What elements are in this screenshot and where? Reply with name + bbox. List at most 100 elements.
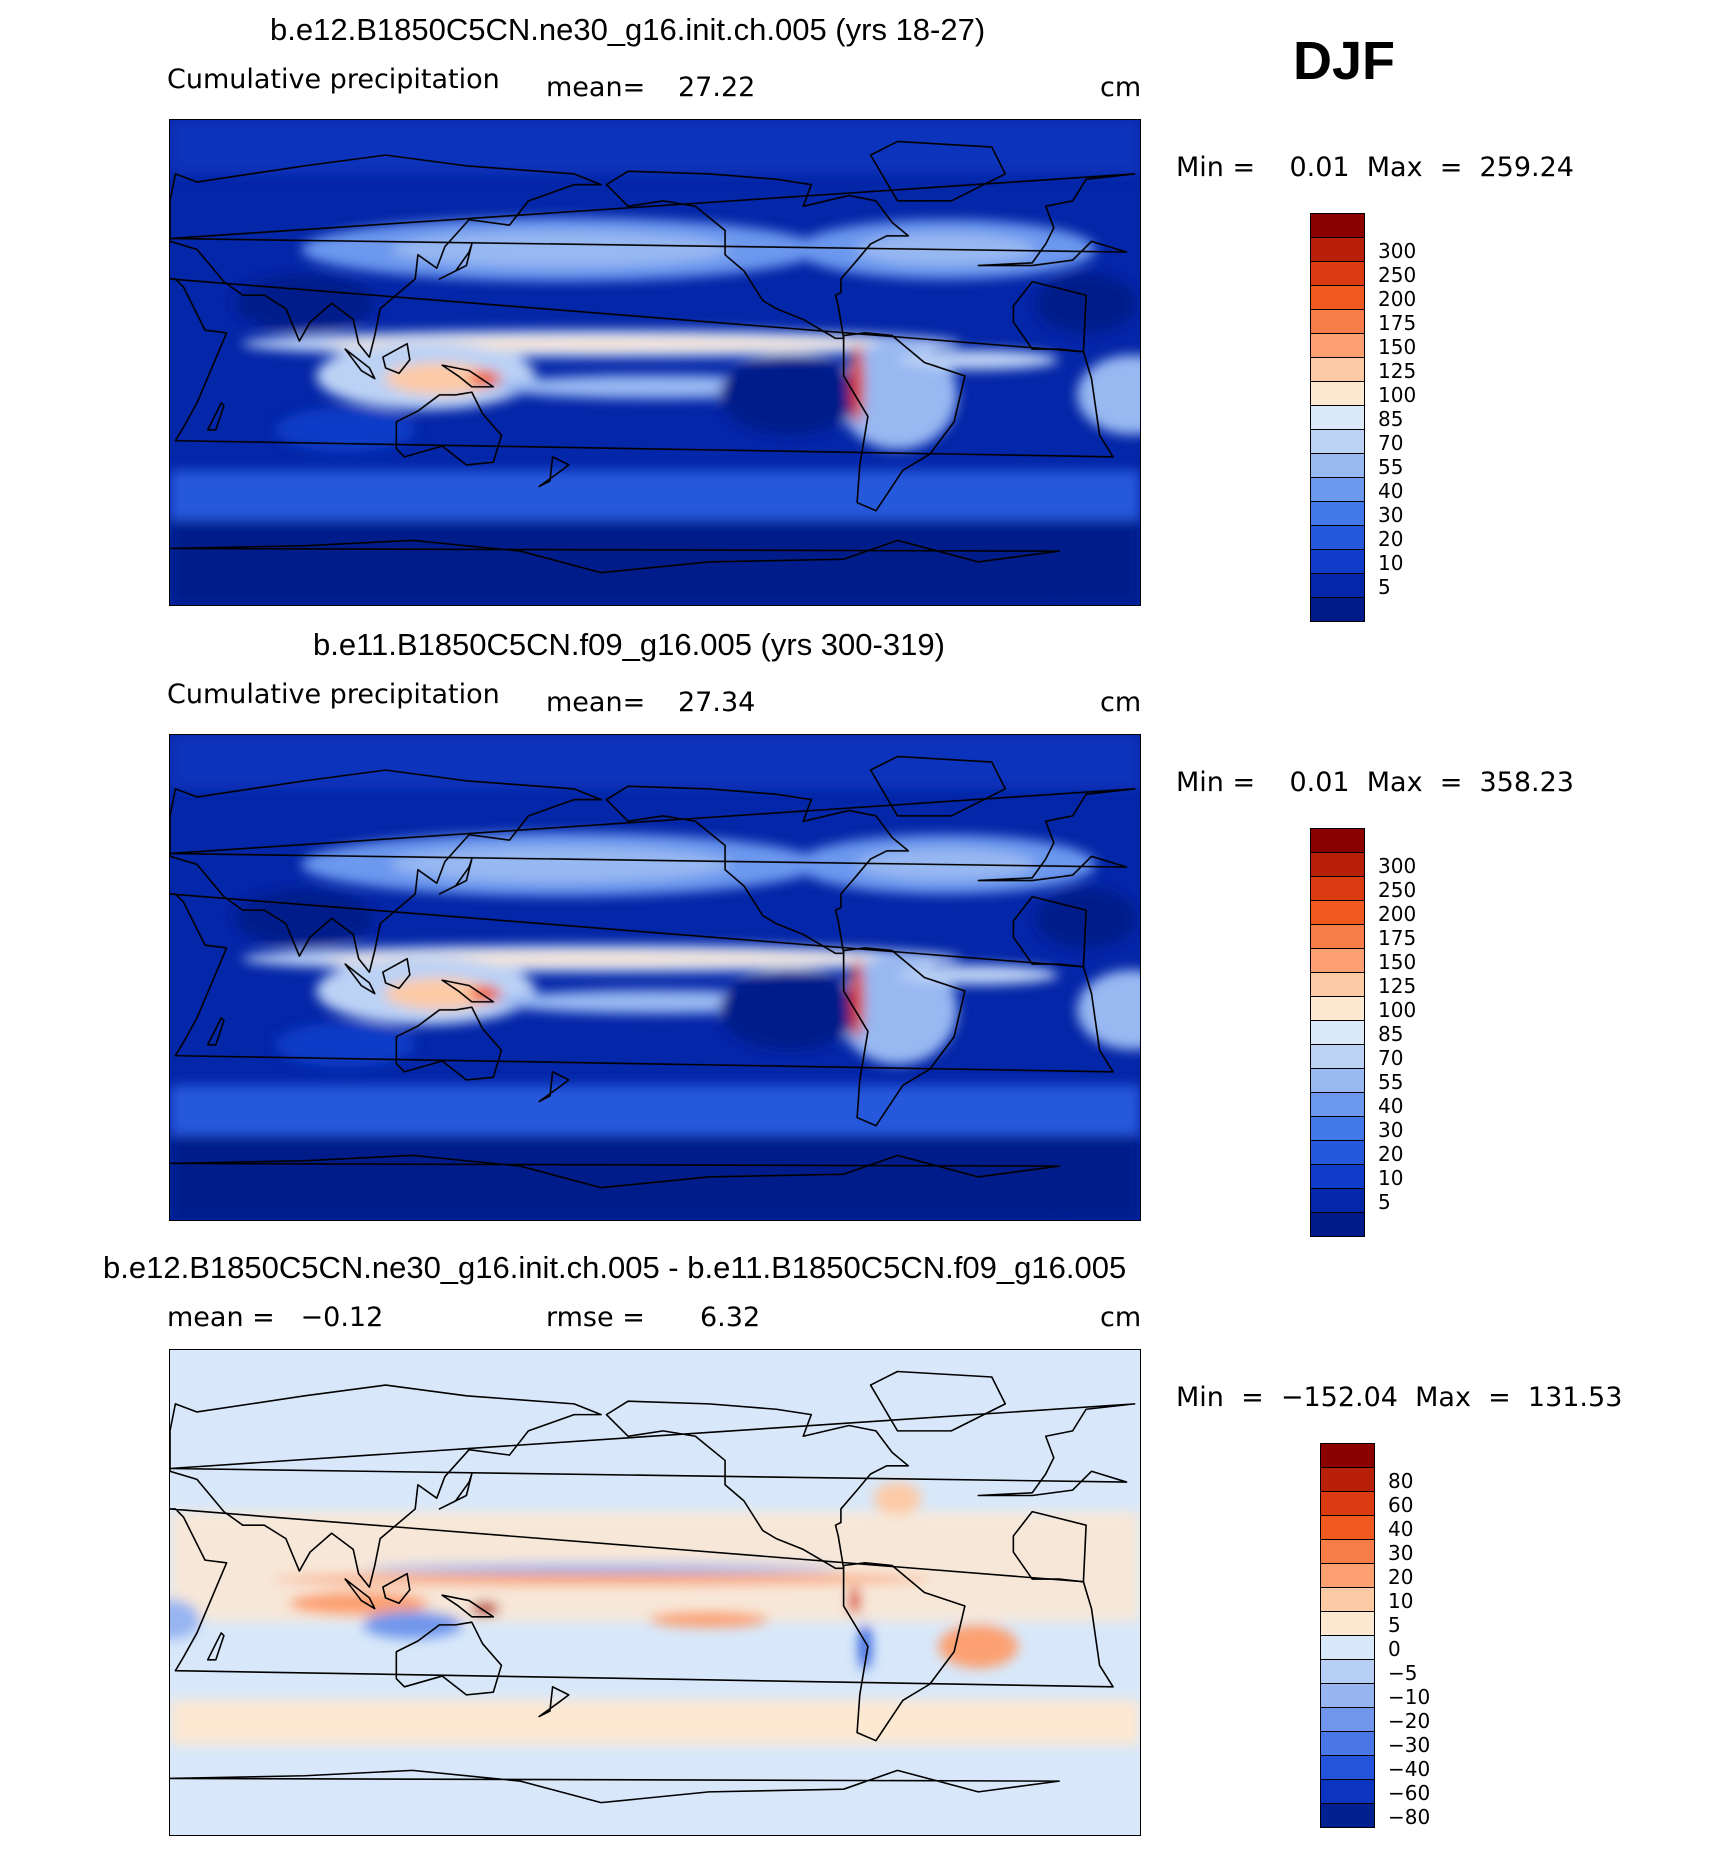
colorbar-swatch bbox=[1310, 876, 1365, 901]
colorbar-swatch bbox=[1310, 1092, 1365, 1117]
colorbar-swatch bbox=[1310, 1044, 1365, 1069]
colorbar-swatch bbox=[1310, 525, 1365, 550]
panel-3-title: b.e12.B1850C5CN.ne30_g16.init.ch.005 - b… bbox=[103, 1250, 1127, 1285]
colorbar-label: 30 bbox=[1378, 503, 1404, 527]
colorbar-swatch bbox=[1310, 852, 1365, 877]
colorbar-label: 20 bbox=[1388, 1565, 1414, 1589]
colorbar-label: −5 bbox=[1388, 1661, 1418, 1685]
colorbar-label: 30 bbox=[1378, 1118, 1404, 1142]
colorbar-label: 5 bbox=[1388, 1613, 1401, 1637]
colorbar-swatch bbox=[1320, 1779, 1375, 1804]
colorbar-swatch bbox=[1320, 1563, 1375, 1588]
colorbar-swatch bbox=[1320, 1539, 1375, 1564]
panel-3-map bbox=[169, 1349, 1141, 1836]
colorbar-swatch bbox=[1320, 1659, 1375, 1684]
colorbar-swatch bbox=[1310, 405, 1365, 430]
colorbar-label: 300 bbox=[1378, 239, 1417, 263]
colorbar-label: 200 bbox=[1378, 287, 1417, 311]
colorbar-swatch bbox=[1310, 1188, 1365, 1213]
colorbar-swatch bbox=[1310, 237, 1365, 262]
colorbar-swatch bbox=[1310, 381, 1365, 406]
colorbar-label: 70 bbox=[1378, 431, 1404, 455]
colorbar-label: 20 bbox=[1378, 527, 1404, 551]
colorbar-label: 100 bbox=[1378, 383, 1417, 407]
colorbar-label: −80 bbox=[1388, 1805, 1431, 1829]
colorbar-swatch bbox=[1310, 597, 1365, 622]
colorbar-swatch bbox=[1310, 948, 1365, 973]
colorbar-label: 250 bbox=[1378, 878, 1417, 902]
colorbar-swatch bbox=[1320, 1683, 1375, 1708]
colorbar-swatch bbox=[1310, 453, 1365, 478]
colorbar-swatch bbox=[1320, 1755, 1375, 1780]
panel-2-mean-label: mean= bbox=[546, 687, 646, 718]
colorbar-swatch bbox=[1310, 924, 1365, 949]
colorbar-swatch bbox=[1310, 477, 1365, 502]
colorbar-label: 40 bbox=[1378, 1094, 1404, 1118]
colorbar-swatch bbox=[1310, 900, 1365, 925]
panel-1-title: b.e12.B1850C5CN.ne30_g16.init.ch.005 (yr… bbox=[270, 12, 986, 47]
colorbar-label: 55 bbox=[1378, 455, 1404, 479]
colorbar-swatch bbox=[1310, 573, 1365, 598]
colorbar-swatch bbox=[1320, 1803, 1375, 1828]
colorbar-label: 0 bbox=[1388, 1637, 1401, 1661]
colorbar-label: 125 bbox=[1378, 359, 1417, 383]
season-label: DJF bbox=[1293, 31, 1396, 91]
colorbar-swatch bbox=[1310, 309, 1365, 334]
panel-2-title: b.e11.B1850C5CN.f09_g16.005 (yrs 300-319… bbox=[313, 627, 945, 662]
colorbar-label: 85 bbox=[1378, 1022, 1404, 1046]
panel-1-map bbox=[169, 119, 1141, 606]
colorbar-label: 125 bbox=[1378, 974, 1417, 998]
colorbar-label: 10 bbox=[1378, 551, 1404, 575]
colorbar-label: −40 bbox=[1388, 1757, 1431, 1781]
colorbar-swatch bbox=[1310, 333, 1365, 358]
colorbar-label: 100 bbox=[1378, 998, 1417, 1022]
colorbar-swatch bbox=[1320, 1587, 1375, 1612]
colorbar-label: 80 bbox=[1388, 1469, 1414, 1493]
panel-3-min-max: Min = −152.04 Max = 131.53 bbox=[1176, 1382, 1623, 1413]
colorbar-label: 10 bbox=[1388, 1589, 1414, 1613]
colorbar-swatch bbox=[1310, 429, 1365, 454]
colorbar-label: 250 bbox=[1378, 263, 1417, 287]
colorbar-label: −60 bbox=[1388, 1781, 1431, 1805]
colorbar-swatch bbox=[1310, 1068, 1365, 1093]
panel-1-mean-value: 27.22 bbox=[678, 72, 756, 103]
colorbar-swatch bbox=[1310, 996, 1365, 1021]
colorbar-label: −20 bbox=[1388, 1709, 1431, 1733]
colorbar-swatch bbox=[1320, 1707, 1375, 1732]
panel-2-map bbox=[169, 734, 1141, 1221]
colorbar-swatch bbox=[1310, 1020, 1365, 1045]
colorbar-swatch bbox=[1320, 1467, 1375, 1492]
colorbar-swatch bbox=[1310, 285, 1365, 310]
colorbar-label: 175 bbox=[1378, 926, 1417, 950]
colorbar-label: 150 bbox=[1378, 335, 1417, 359]
colorbar-label: 70 bbox=[1378, 1046, 1404, 1070]
panel-2-mean-value: 27.34 bbox=[678, 687, 756, 718]
panel-3-units: cm bbox=[1100, 1302, 1142, 1333]
colorbar-swatch bbox=[1320, 1443, 1375, 1468]
colorbar-swatch bbox=[1310, 1140, 1365, 1165]
colorbar-label: 55 bbox=[1378, 1070, 1404, 1094]
colorbar-label: 200 bbox=[1378, 902, 1417, 926]
colorbar-label: 60 bbox=[1388, 1493, 1414, 1517]
colorbar-swatch bbox=[1310, 1164, 1365, 1189]
colorbar-swatch bbox=[1310, 501, 1365, 526]
panel-3-left-label: mean = −0.12 bbox=[167, 1302, 384, 1333]
colorbar-swatch bbox=[1310, 1116, 1365, 1141]
panel-2-min-max: Min = 0.01 Max = 358.23 bbox=[1176, 767, 1574, 798]
colorbar-label: 300 bbox=[1378, 854, 1417, 878]
colorbar-swatch bbox=[1310, 549, 1365, 574]
colorbar-swatch bbox=[1310, 357, 1365, 382]
colorbar-swatch bbox=[1310, 261, 1365, 286]
colorbar-swatch bbox=[1310, 972, 1365, 997]
panel-1-left-label: Cumulative precipitation bbox=[167, 64, 500, 95]
panel-1-units: cm bbox=[1100, 72, 1142, 103]
colorbar-swatch bbox=[1310, 828, 1365, 853]
colorbar-swatch bbox=[1320, 1491, 1375, 1516]
colorbar-label: 175 bbox=[1378, 311, 1417, 335]
colorbar-swatch bbox=[1310, 213, 1365, 238]
panel-1-mean-label: mean= bbox=[546, 72, 646, 103]
colorbar-label: 30 bbox=[1388, 1541, 1414, 1565]
colorbar-label: −10 bbox=[1388, 1685, 1431, 1709]
panel-3-rmse-value: 6.32 bbox=[700, 1302, 761, 1333]
panel-3-rmse-label: rmse = bbox=[546, 1302, 645, 1333]
